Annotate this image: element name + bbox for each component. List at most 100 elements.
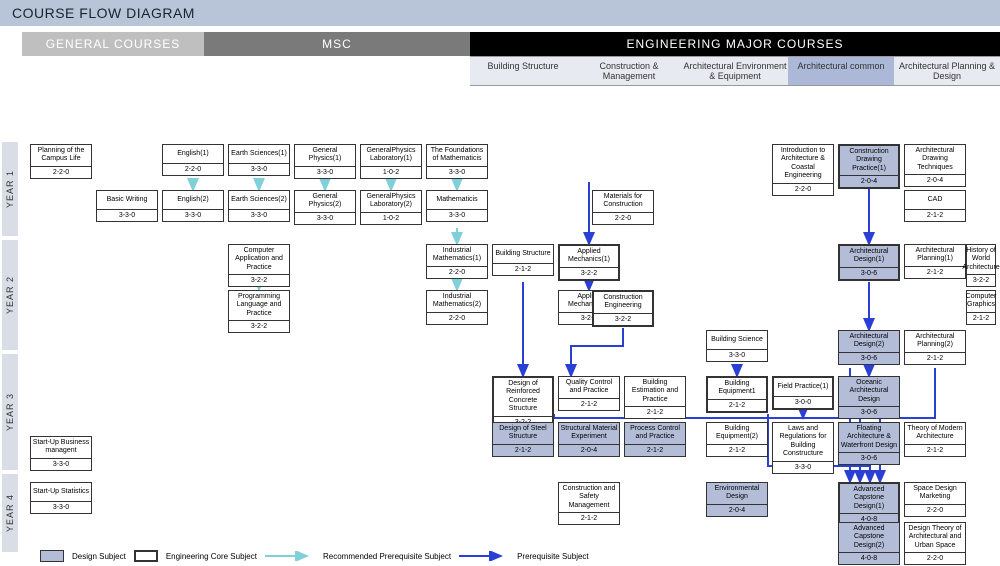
subcategory-header: Architectural common xyxy=(788,56,894,86)
course-box: Oceanic Architectural Design3-0-6 xyxy=(838,376,900,419)
legend-label-prereq: Prerequisite Subject xyxy=(517,552,589,561)
course-credits: 1-0-2 xyxy=(361,166,421,178)
course-title: Programming Language and Practice xyxy=(229,291,289,320)
course-title: Design Theory of Architectural and Urban… xyxy=(905,523,965,552)
course-box: Building Equipment(2)2-1-2 xyxy=(706,422,768,457)
course-title: History of World Architecture xyxy=(967,245,995,274)
course-title: Start-Up Statistics xyxy=(31,483,91,501)
course-title: Industrial Mathematics(1) xyxy=(427,245,487,266)
legend-swatch-design xyxy=(40,550,64,562)
course-credits: 2-2-0 xyxy=(31,166,91,178)
course-box: Floating Architecture & Waterfront Desig… xyxy=(838,422,900,465)
subcategory-header: Architectural Planning & Design xyxy=(894,56,1000,86)
course-title: Materials for Construction xyxy=(593,191,653,212)
course-credits: 3-0-0 xyxy=(774,396,832,408)
course-box: GeneralPhysics Laboratory(1)1-0-2 xyxy=(360,144,422,179)
course-box: Computer Graphics2-1-2 xyxy=(966,290,996,325)
course-title: CAD xyxy=(905,191,965,209)
course-credits: 2-2-0 xyxy=(905,504,965,516)
course-credits: 3-3-0 xyxy=(427,166,487,178)
course-title: The Foundations of Mathematicis xyxy=(427,145,487,166)
page-title: COURSE FLOW DIAGRAM xyxy=(0,0,1000,26)
course-credits: 2-2-0 xyxy=(593,212,653,224)
course-credits: 3-0-6 xyxy=(839,352,899,364)
course-credits: 2-0-4 xyxy=(707,504,767,516)
subcategory-row: Building StructureConstruction & Managem… xyxy=(22,56,1000,86)
course-box: History of World Architecture3-2-2 xyxy=(966,244,996,287)
course-box: Structural Material Experiment2-0-4 xyxy=(558,422,620,457)
course-box: The Foundations of Mathematicis3-3-0 xyxy=(426,144,488,179)
course-box: English(2)3-3-0 xyxy=(162,190,224,222)
course-title: Start-Up Business managent xyxy=(31,437,91,458)
course-box: Advanced Capstone Design(1)4-0-8 xyxy=(838,482,900,527)
course-title: Construction Engineering xyxy=(594,292,652,313)
course-credits: 3-2-2 xyxy=(967,274,995,286)
course-title: Architectural Planning(2) xyxy=(905,331,965,352)
course-credits: 4-0-8 xyxy=(839,552,899,564)
course-credits: 3-2-2 xyxy=(229,274,289,286)
year-label: YEAR 1 xyxy=(2,142,18,236)
category-header: ENGINEERING MAJOR COURSES xyxy=(470,32,1000,56)
course-box: Architectural Design(2)3-0-6 xyxy=(838,330,900,365)
course-box: Building Science3-3-0 xyxy=(706,330,768,362)
course-credits: 3-0-6 xyxy=(839,452,899,464)
course-credits: 3-0-6 xyxy=(840,267,898,279)
legend: Design Subject Engineering Core Subject … xyxy=(40,550,589,562)
course-title: English(2) xyxy=(163,191,223,209)
course-credits: 2-1-2 xyxy=(905,444,965,456)
course-title: Advanced Capstone Design(2) xyxy=(839,523,899,552)
course-credits: 2-1-2 xyxy=(905,266,965,278)
course-title: Building Structure xyxy=(493,245,553,263)
course-box: Building Estimation and Practice2-1-2 xyxy=(624,376,686,419)
category-header: MSC xyxy=(204,32,470,56)
course-box: Architectural Planning(1)2-1-2 xyxy=(904,244,966,279)
course-credits: 2-1-2 xyxy=(559,398,619,410)
course-box: Computer Application and Practice3-2-2 xyxy=(228,244,290,287)
course-title: Building Estimation and Practice xyxy=(625,377,685,406)
course-title: Basic Writing xyxy=(97,191,157,209)
course-title: Design of Reinforced Concrete Structure xyxy=(494,378,552,416)
course-credits: 3-2-2 xyxy=(229,320,289,332)
course-box: Construction and Safety Management2-1-2 xyxy=(558,482,620,525)
legend-label-core: Engineering Core Subject xyxy=(166,552,257,561)
course-title: Design of Steel Structure xyxy=(493,423,553,444)
course-title: Introduction to Architecture & Coastal E… xyxy=(773,145,833,183)
course-title: Building Equipment1 xyxy=(708,378,766,399)
course-credits: 3-3-0 xyxy=(31,501,91,513)
course-title: Planning of the Campus Life xyxy=(31,145,91,166)
subcategory-header: Architectural Environment & Equipment xyxy=(682,56,788,86)
subcategory-header: Building Structure xyxy=(470,56,576,86)
course-credits: 2-1-2 xyxy=(708,399,766,411)
course-credits: 3-3-0 xyxy=(707,349,767,361)
course-title: Theory of Modern Architecture xyxy=(905,423,965,444)
course-credits: 3-0-6 xyxy=(839,406,899,418)
course-box: Materials for Construction2-2-0 xyxy=(592,190,654,225)
course-credits: 3-3-0 xyxy=(163,209,223,221)
course-credits: 2-2-0 xyxy=(427,266,487,278)
course-box: Earth Sciences(1)3-3-0 xyxy=(228,144,290,176)
course-box: Construction Engineering3-2-2 xyxy=(592,290,654,327)
course-box: Architectural Planning(2)2-1-2 xyxy=(904,330,966,365)
course-credits: 2-1-2 xyxy=(905,352,965,364)
category-header: GENERAL COURSES xyxy=(22,32,204,56)
course-title: Structural Material Experiment xyxy=(559,423,619,444)
course-credits: 3-3-0 xyxy=(229,209,289,221)
course-title: Construction Drawing Practice(1) xyxy=(840,146,898,175)
category-row: GENERAL COURSESMSCENGINEERING MAJOR COUR… xyxy=(22,32,1000,56)
course-title: Field Practice(1) xyxy=(774,378,832,396)
course-credits: 3-3-0 xyxy=(229,163,289,175)
course-credits: 3-3-0 xyxy=(97,209,157,221)
course-box: Theory of Modern Architecture2-1-2 xyxy=(904,422,966,457)
course-title: Advanced Capstone Design(1) xyxy=(840,484,898,513)
course-credits: 2-1-2 xyxy=(967,312,995,324)
course-credits: 2-0-4 xyxy=(840,175,898,187)
subcategory-header xyxy=(22,56,470,86)
course-box: English(1)2-2-0 xyxy=(162,144,224,176)
course-box: Start-Up Statistics3-3-0 xyxy=(30,482,92,514)
course-title: Construction and Safety Management xyxy=(559,483,619,512)
course-title: Computer Graphics xyxy=(967,291,995,312)
course-title: Mathematicis xyxy=(427,191,487,209)
course-credits: 2-1-2 xyxy=(493,263,553,275)
course-box: Planning of the Campus Life2-2-0 xyxy=(30,144,92,179)
course-title: Laws and Regulations for Building Constr… xyxy=(773,423,833,461)
